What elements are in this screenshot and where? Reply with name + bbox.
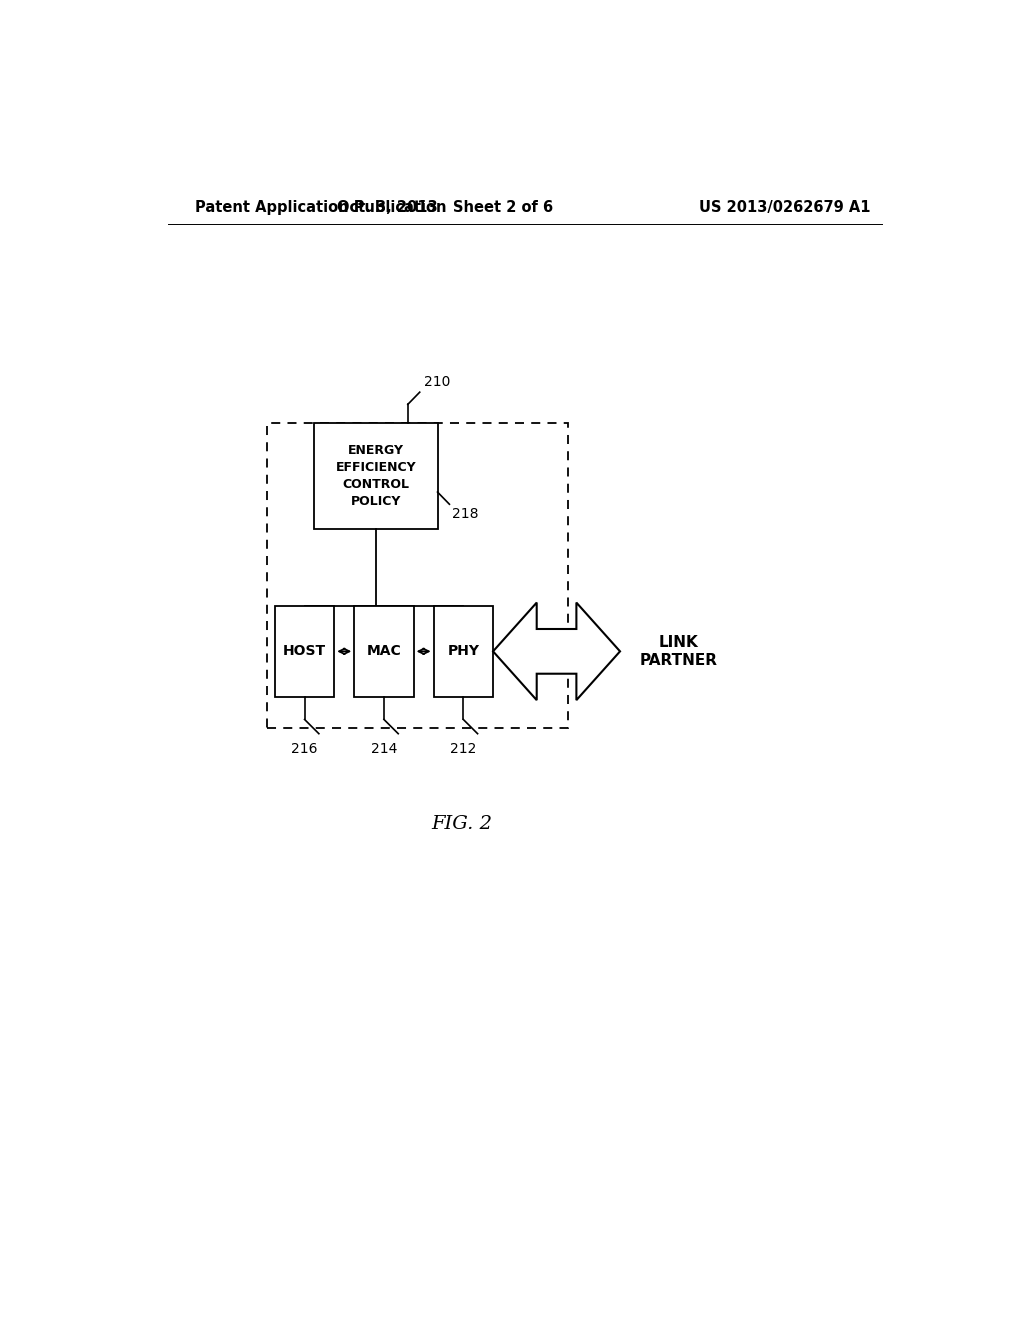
Bar: [274, 606, 334, 697]
Text: Oct. 3, 2013   Sheet 2 of 6: Oct. 3, 2013 Sheet 2 of 6: [337, 199, 554, 215]
Bar: [267, 422, 568, 727]
Text: 218: 218: [452, 507, 478, 521]
Text: ENERGY
EFFICIENCY
CONTROL
POLICY: ENERGY EFFICIENCY CONTROL POLICY: [336, 444, 417, 508]
Polygon shape: [494, 602, 620, 700]
Text: Patent Application Publication: Patent Application Publication: [196, 199, 446, 215]
Text: FIG. 2: FIG. 2: [431, 816, 492, 833]
Text: MAC: MAC: [367, 644, 401, 659]
Bar: [314, 422, 437, 529]
Text: US 2013/0262679 A1: US 2013/0262679 A1: [699, 199, 870, 215]
Bar: [433, 606, 494, 697]
Text: HOST: HOST: [283, 644, 326, 659]
Text: 214: 214: [371, 742, 397, 756]
Text: 212: 212: [451, 742, 476, 756]
Bar: [354, 606, 414, 697]
Text: LINK
PARTNER: LINK PARTNER: [640, 635, 718, 668]
Text: 216: 216: [291, 742, 317, 756]
Text: PHY: PHY: [447, 644, 479, 659]
Text: 210: 210: [424, 375, 451, 389]
